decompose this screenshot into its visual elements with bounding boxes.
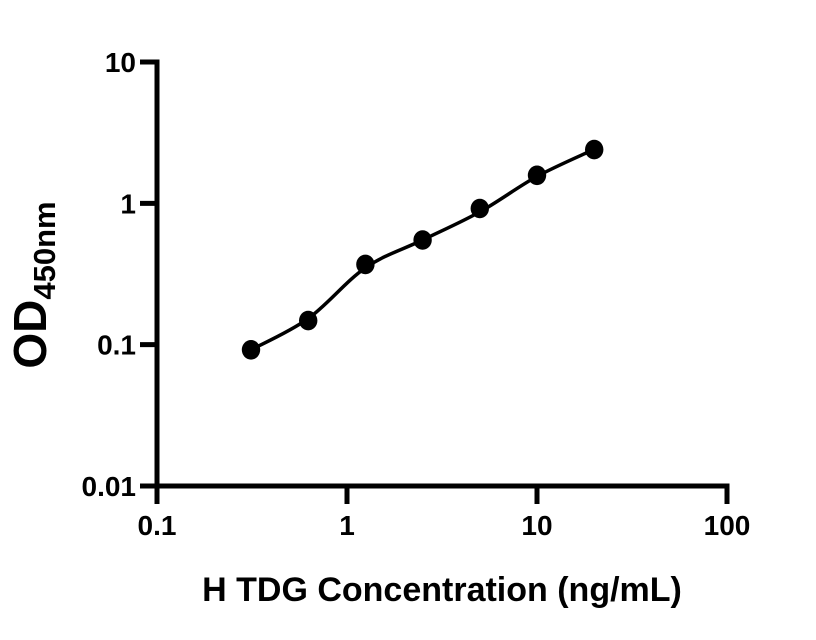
y-axis-ticks	[140, 59, 157, 489]
data-points	[241, 139, 604, 360]
x-tick-label: 0.1	[138, 510, 177, 541]
x-axis-ticks	[154, 486, 730, 504]
y-tick-label: 0.01	[82, 471, 137, 502]
data-point	[470, 198, 489, 219]
x-tick-label: 100	[704, 510, 751, 541]
data-point	[527, 165, 547, 186]
x-axis-tick-labels: 0.1 1 10 100	[138, 510, 751, 541]
y-tick-label: 1	[120, 188, 136, 219]
x-tick-label: 1	[339, 510, 355, 541]
y-axis-title-main: OD	[4, 300, 56, 369]
y-tick-label: 10	[105, 47, 136, 78]
data-point	[356, 254, 375, 275]
y-axis-title: OD450nm	[4, 201, 62, 368]
data-point	[585, 139, 604, 160]
y-axis-title-subscript: 450nm	[27, 201, 62, 299]
x-tick-label: 10	[521, 510, 552, 541]
data-point	[413, 230, 432, 250]
data-point	[241, 340, 261, 360]
y-axis-tick-labels: 0.01 0.1 1 10	[82, 47, 137, 502]
x-axis-title: H TDG Concentration (ng/mL)	[202, 571, 682, 609]
data-point	[299, 310, 318, 331]
y-tick-label: 0.1	[97, 330, 136, 361]
